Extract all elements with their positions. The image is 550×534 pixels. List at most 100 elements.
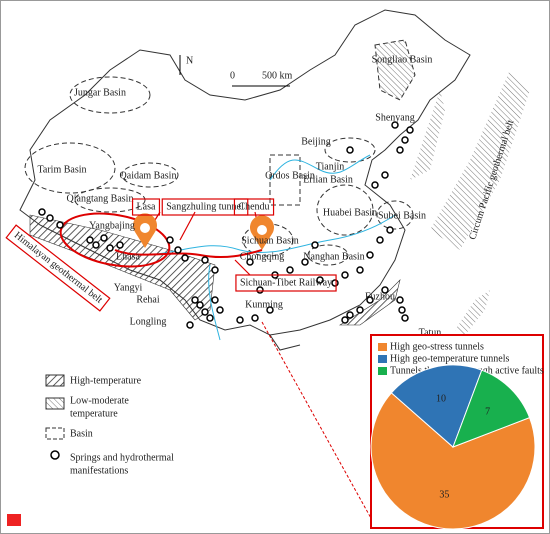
spring <box>166 236 174 244</box>
spring <box>341 271 349 279</box>
label-box <box>131 198 161 216</box>
legend-swatch <box>378 367 387 375</box>
place-label: Yangbajing <box>89 220 135 231</box>
place-label: Tarim Basin <box>37 164 86 175</box>
spring <box>286 266 294 274</box>
place-label: Erlian Basin <box>303 174 353 185</box>
place-label: Shenyang <box>375 112 414 123</box>
pie-slice <box>370 392 536 530</box>
focus-ellipse <box>59 212 171 268</box>
spring <box>391 121 399 129</box>
place-label: Songliao Basin <box>372 54 433 65</box>
place-label: Rehai <box>136 294 160 305</box>
spring <box>401 136 409 144</box>
legend-label: Low-moderate <box>70 395 129 406</box>
spring <box>371 181 379 189</box>
spring <box>266 306 274 314</box>
boxed-label: Sangzhuling tunnel <box>166 201 244 212</box>
inset-link <box>261 321 373 521</box>
spring <box>406 126 414 134</box>
spring <box>211 296 219 304</box>
pie-slice <box>452 369 531 448</box>
legend-label: High-temperature <box>70 375 142 386</box>
spring <box>92 241 100 249</box>
spring <box>196 301 204 309</box>
spring <box>191 296 199 304</box>
spring <box>246 258 254 266</box>
spring <box>116 241 124 249</box>
label-box <box>5 224 111 312</box>
place-label: Yangyi <box>114 282 143 293</box>
spring <box>386 226 394 234</box>
basins <box>24 39 416 266</box>
japan-belt <box>410 90 445 180</box>
spring <box>341 316 349 324</box>
spring <box>206 314 214 322</box>
place-label: Ordos Basin <box>265 170 315 181</box>
spring <box>401 314 409 322</box>
spring <box>376 236 384 244</box>
spring <box>366 296 374 304</box>
scale-label: 500 km <box>262 70 293 81</box>
place-label: Huabei Basin <box>323 207 377 218</box>
railway <box>114 249 263 259</box>
spring <box>46 214 54 222</box>
spring <box>346 311 354 319</box>
pacific-belt-south <box>455 290 490 335</box>
place-label: Lhasa <box>116 251 140 262</box>
spring <box>331 279 339 287</box>
legend-label: Springs and hydrothermal <box>70 452 174 463</box>
pins <box>133 213 274 250</box>
label-box <box>161 198 249 216</box>
spring <box>100 234 108 242</box>
scale-label: 0 <box>230 70 235 81</box>
place-label: Tatun <box>419 327 442 338</box>
spring <box>186 321 194 329</box>
spring <box>381 286 389 294</box>
spring <box>211 266 219 274</box>
legend-label: High geo-stress tunnels <box>390 341 484 352</box>
spring <box>181 254 189 262</box>
spring <box>381 171 389 179</box>
label-box <box>233 198 275 216</box>
place-label: Beijing <box>301 136 330 147</box>
spring <box>201 256 209 264</box>
place-label: Longling <box>130 316 167 327</box>
value-label: 10 <box>436 394 446 405</box>
coastal-belt <box>338 279 401 326</box>
spring <box>396 296 404 304</box>
spring <box>236 316 244 324</box>
spring <box>201 308 209 316</box>
spring <box>346 146 354 154</box>
spring <box>56 221 64 229</box>
coast <box>269 334 301 351</box>
spring <box>106 244 114 252</box>
spring <box>38 208 46 216</box>
spring <box>86 236 94 244</box>
label-box <box>235 274 337 292</box>
legend-label: Basin <box>70 428 93 439</box>
spring <box>366 251 374 259</box>
north-label: N <box>186 55 193 66</box>
legend <box>45 374 65 460</box>
legend-label: High geo-temperature tunnels <box>390 353 510 364</box>
spring <box>251 314 259 322</box>
spring <box>301 258 309 266</box>
spring <box>356 266 364 274</box>
rivers <box>149 154 396 341</box>
boxed-label: Sichuan-Tibet Railway <box>240 277 332 288</box>
place-label: Subei Basin <box>378 210 426 221</box>
value-label: 7 <box>485 406 490 417</box>
place-label: Qaidam Basin <box>120 170 177 181</box>
springs <box>38 121 414 329</box>
legend-label: temperature <box>70 408 118 419</box>
spring <box>311 241 319 249</box>
legend-swatch <box>378 343 387 351</box>
spring <box>356 306 364 314</box>
spring <box>398 306 406 314</box>
place-label: Qiangtang Basin <box>67 193 134 204</box>
place-label: Fuzhou <box>365 291 395 302</box>
spring <box>174 246 182 254</box>
spring <box>396 146 404 154</box>
